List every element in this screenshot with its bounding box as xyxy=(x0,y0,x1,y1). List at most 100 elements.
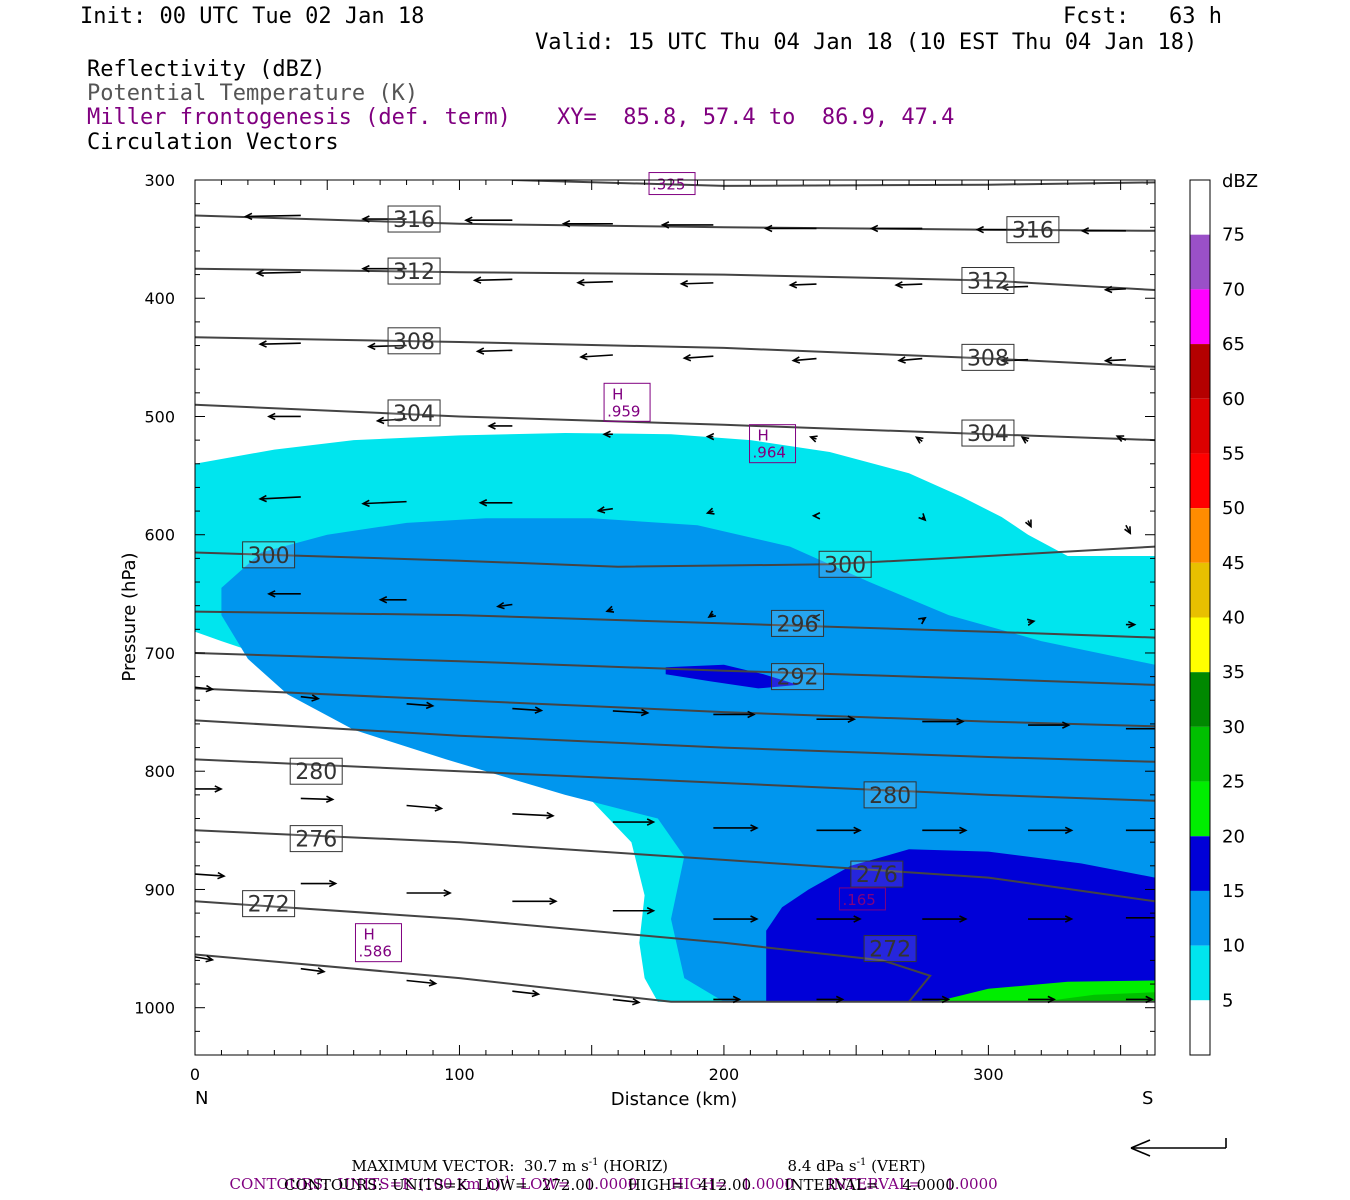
max-vector-line: MAXIMUM VECTOR: 30.7 m s-1 (HORIZ) xyxy=(342,1139,668,1175)
circulation-vector xyxy=(361,499,407,508)
circulation-vector xyxy=(763,224,817,233)
vector-head xyxy=(496,601,505,610)
cross-section-endpoints: XY= 85.8, 57.4 to 86.9, 47.4 xyxy=(557,105,955,130)
vector-head xyxy=(811,613,821,622)
vector-head xyxy=(1145,995,1154,1004)
theta-label-280: 280 xyxy=(869,784,911,809)
circulation-vector xyxy=(195,955,215,963)
y-tick-label: 900 xyxy=(144,880,175,899)
vector-shaft xyxy=(377,418,407,422)
circulation-vector xyxy=(258,494,301,503)
plot-frame xyxy=(194,179,1156,1056)
colorbar-swatch xyxy=(1190,344,1210,399)
vector-shaft xyxy=(245,214,301,218)
circulation-vector xyxy=(1026,618,1036,626)
vector-head xyxy=(561,219,571,228)
circulation-vector xyxy=(612,818,656,826)
vector-head xyxy=(914,436,924,444)
vector-shaft xyxy=(260,342,301,345)
vector-shaft xyxy=(512,990,539,995)
vector-head xyxy=(472,276,482,284)
max-vector-horiz: MAXIMUM VECTOR: 30.7 m s xyxy=(351,1157,589,1175)
circulation-vector xyxy=(1028,721,1071,729)
theta-label-box xyxy=(961,343,1015,371)
theta-label-box xyxy=(771,609,825,637)
circulation-vector xyxy=(300,879,338,888)
circulation-vector xyxy=(1020,436,1030,444)
circulation-vector xyxy=(975,225,1029,234)
vector-shaft xyxy=(896,283,923,286)
circulation-vector xyxy=(406,889,452,897)
frontogenesis-value: .964 xyxy=(753,444,786,462)
vector-head xyxy=(750,824,759,832)
theta-label-304: 304 xyxy=(967,422,1009,447)
vector-head xyxy=(853,826,862,835)
vector-head xyxy=(328,879,338,888)
circulation-vector xyxy=(612,708,650,717)
colorbar-label-25: 25 xyxy=(1222,772,1245,793)
circulation-vector xyxy=(378,595,407,604)
circulation-vector xyxy=(361,264,407,273)
theta-label-box xyxy=(863,935,917,963)
vector-head xyxy=(579,352,588,361)
vector-shaft xyxy=(497,603,513,608)
vector-head xyxy=(367,342,376,351)
circulation-vector xyxy=(1124,524,1132,535)
vector-head xyxy=(317,967,326,975)
theta-contour-13 xyxy=(512,180,1155,187)
theta-label-box xyxy=(387,257,441,285)
vector-head xyxy=(682,354,692,362)
vector-shaft xyxy=(790,283,817,286)
circulation-vector xyxy=(496,601,513,610)
max-vector-horiz-exp: -1 xyxy=(588,1157,599,1168)
colorbar-title: dBZ xyxy=(1222,171,1258,192)
colorbar-label-30: 30 xyxy=(1222,717,1245,738)
x-tick-label: 0 xyxy=(190,1065,200,1084)
vector-shaft xyxy=(406,804,442,810)
vector-head xyxy=(267,590,276,598)
vector-head xyxy=(443,889,452,897)
circulation-vector xyxy=(602,430,613,438)
max-vector-vert-value: 8.4 dPa s xyxy=(787,1157,857,1175)
vector-head xyxy=(732,995,742,1004)
colorbar-label-35: 35 xyxy=(1222,662,1245,683)
circulation-vector xyxy=(195,684,215,693)
frontogenesis-high-marker: H xyxy=(612,385,623,403)
colorbar-swatch xyxy=(1190,1000,1210,1055)
vector-head xyxy=(894,281,903,289)
vector-shaft xyxy=(598,507,613,512)
circulation-vector xyxy=(1028,826,1074,835)
vector-head xyxy=(835,995,845,1004)
vector-head xyxy=(267,412,276,421)
colorbar-swatch xyxy=(1190,453,1210,509)
colorbar-swatch xyxy=(1190,562,1210,618)
theta-label-box xyxy=(850,860,904,888)
theta-contour-300 xyxy=(195,545,1155,568)
colorbar-swatch xyxy=(1190,398,1210,454)
circulation-vector xyxy=(922,826,968,835)
colorbar-swatch xyxy=(1190,836,1210,891)
y-tick-label: 400 xyxy=(144,289,175,308)
theta-contour-8 xyxy=(195,719,1155,763)
vector-head xyxy=(1064,915,1074,923)
vector-shaft xyxy=(195,873,225,877)
vector-head xyxy=(1115,435,1125,443)
vector-head xyxy=(531,989,541,998)
vector-shaft xyxy=(260,496,301,500)
vector-head xyxy=(640,708,650,717)
circulation-vector xyxy=(1080,227,1126,235)
vector-shaft xyxy=(477,349,513,353)
vector-head xyxy=(214,785,223,793)
theta-label-272: 272 xyxy=(248,893,290,918)
circulation-vector xyxy=(605,605,615,613)
circulation-vector xyxy=(195,785,223,793)
circulation-vector xyxy=(816,826,862,835)
vector-head xyxy=(605,605,615,613)
y-axis-label: Pressure (hPa) xyxy=(119,552,140,681)
theta-contour-292 xyxy=(195,652,1155,686)
circulation-vector xyxy=(195,871,226,880)
theta-contour-316 xyxy=(195,214,1155,232)
colorbar-swatch xyxy=(1190,180,1210,235)
circulation-vector xyxy=(512,897,558,906)
colorbar-label-70: 70 xyxy=(1222,279,1245,300)
